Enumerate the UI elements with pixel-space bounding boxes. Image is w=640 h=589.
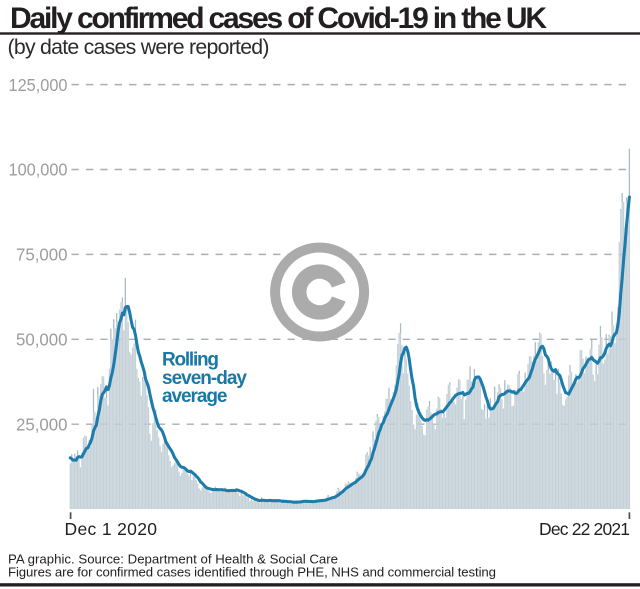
svg-text:Daily confirmed cases of Covid: Daily confirmed cases of Covid-19 in the…	[10, 2, 547, 35]
svg-text:Dec 22 2021: Dec 22 2021	[539, 519, 630, 539]
svg-text:Figures are for confirmed case: Figures are for confirmed cases identifi…	[8, 565, 496, 580]
svg-text:Dec 1 2020: Dec 1 2020	[65, 519, 158, 539]
svg-text:(by date cases were reported): (by date cases were reported)	[8, 35, 270, 59]
svg-text:seven-day: seven-day	[162, 368, 247, 389]
svg-text:PA graphic. Source: Department: PA graphic. Source: Department of Health…	[8, 551, 338, 566]
svg-text:125,000: 125,000	[9, 75, 68, 95]
svg-text:100,000: 100,000	[9, 160, 68, 180]
svg-text:75,000: 75,000	[16, 245, 68, 265]
svg-text:Rolling: Rolling	[162, 349, 219, 370]
svg-text:average: average	[162, 386, 228, 407]
svg-text:50,000: 50,000	[16, 330, 68, 350]
svg-text:25,000: 25,000	[16, 414, 68, 434]
